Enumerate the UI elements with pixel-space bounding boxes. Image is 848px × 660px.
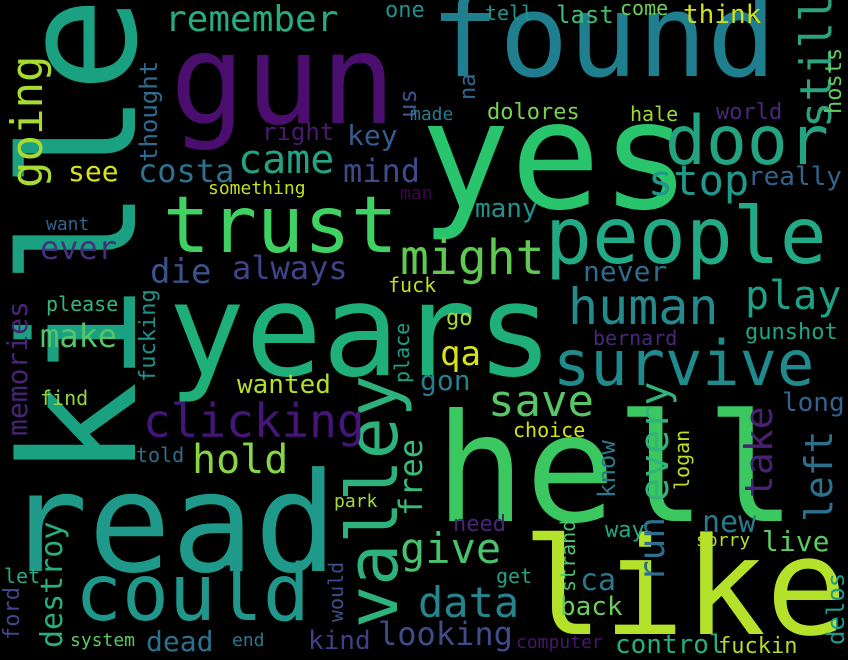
word: key — [347, 119, 398, 152]
word: need — [453, 512, 506, 537]
word: delos — [822, 572, 848, 645]
word: know — [593, 440, 621, 498]
word: play — [745, 273, 842, 319]
word: man — [400, 183, 433, 204]
word: let — [4, 564, 41, 588]
word: always — [232, 249, 348, 287]
word: hale — [630, 102, 679, 126]
word: end — [232, 630, 265, 651]
word: like — [522, 509, 848, 660]
word: back — [560, 592, 623, 622]
word: could — [75, 549, 310, 639]
word: na — [456, 73, 481, 101]
word: choice — [513, 418, 586, 442]
word: system — [70, 630, 136, 651]
word: right — [262, 118, 335, 146]
word: park — [334, 491, 378, 512]
word: yes — [420, 70, 691, 244]
word: survive — [553, 327, 815, 400]
word: want — [46, 214, 90, 235]
word: came — [238, 137, 335, 183]
word: please — [46, 292, 119, 316]
word: fuckin — [718, 634, 798, 659]
word: place — [390, 322, 414, 383]
word: live — [762, 525, 830, 558]
word: come — [620, 0, 669, 20]
word: think — [683, 0, 762, 30]
word: dead — [146, 625, 214, 658]
word: save — [488, 376, 594, 427]
word: read — [5, 443, 338, 604]
word: told — [136, 443, 185, 467]
word: looking — [378, 615, 513, 653]
word: die — [150, 252, 212, 292]
word: people — [545, 192, 827, 282]
word: hosts — [822, 47, 847, 114]
word: way — [605, 518, 645, 543]
word: one — [385, 0, 425, 23]
word: fucking — [136, 289, 161, 382]
word: might — [400, 230, 545, 286]
word: gunshot — [745, 320, 838, 345]
word: see — [68, 155, 119, 188]
word: ford — [0, 587, 25, 640]
word: new — [702, 505, 757, 540]
word: bernard — [593, 326, 678, 350]
word: trust — [163, 181, 398, 271]
word: long — [782, 388, 845, 418]
word: strand — [556, 519, 580, 592]
word: gun — [170, 8, 396, 153]
word: door — [665, 102, 829, 181]
word: ever — [40, 229, 118, 267]
word: memories — [1, 301, 34, 436]
word: fuck — [388, 273, 437, 297]
word: go — [446, 306, 473, 331]
word: really — [748, 162, 842, 192]
word: found — [430, 0, 777, 104]
word: going — [2, 55, 53, 188]
word: hell — [435, 383, 797, 557]
word: free — [392, 438, 430, 516]
word: would — [324, 561, 348, 622]
word: data — [418, 578, 520, 627]
word: mind — [343, 152, 421, 190]
word: human — [568, 278, 719, 336]
word: get — [496, 564, 533, 588]
word: gon — [420, 364, 471, 397]
word: years — [168, 257, 554, 406]
word: sorry — [696, 530, 751, 551]
word: destroy — [35, 521, 70, 648]
word: made — [410, 104, 454, 125]
word: hold — [192, 437, 289, 483]
word: remember — [165, 0, 339, 40]
word: tell — [485, 1, 534, 25]
word: world — [716, 100, 783, 125]
word: wanted — [237, 370, 331, 400]
word: costa — [138, 152, 235, 190]
word: never — [583, 255, 668, 288]
word: give — [400, 524, 502, 573]
word: clicking — [143, 394, 365, 448]
word: make — [40, 317, 118, 355]
word: control — [615, 630, 725, 660]
word: dolores — [487, 100, 580, 125]
word: computer — [516, 632, 603, 653]
word: every — [632, 381, 678, 502]
word: thought — [135, 60, 163, 162]
word: stop — [648, 156, 750, 205]
word: find — [40, 386, 89, 410]
word: kind — [308, 626, 371, 656]
word: logan — [670, 429, 694, 490]
word: last — [556, 1, 614, 29]
word: take — [737, 406, 781, 498]
word: ca — [580, 563, 617, 598]
word: qa — [440, 334, 481, 374]
word: left — [797, 430, 841, 522]
word: many — [475, 194, 538, 224]
word: something — [208, 178, 306, 199]
